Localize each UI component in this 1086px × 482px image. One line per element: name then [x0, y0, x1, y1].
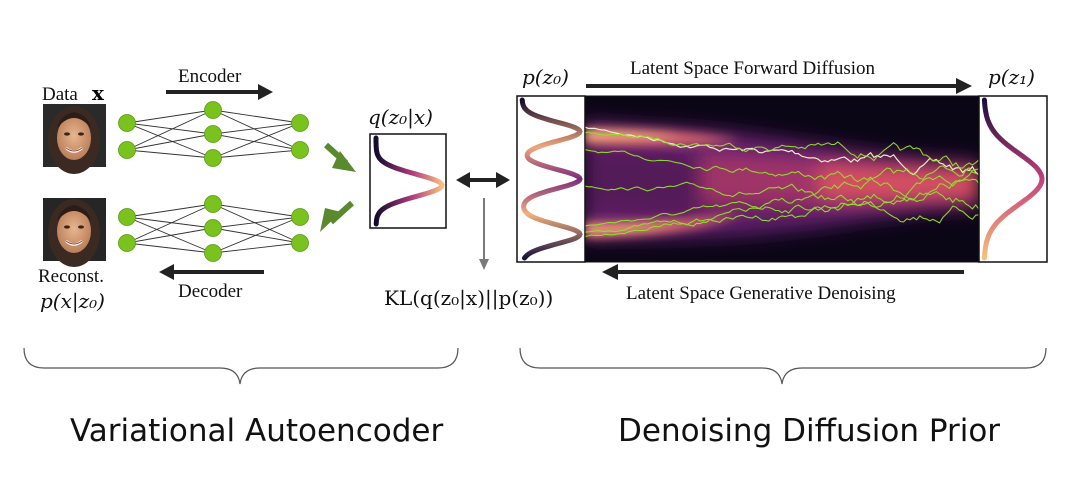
network-edge: [126, 133, 214, 151]
network-edge: [126, 203, 214, 218]
network-node: [291, 114, 309, 132]
posterior-label: q(z₀|x): [368, 105, 433, 130]
vae-section: Data x Encoder: [38, 66, 447, 314]
network-node: [204, 195, 222, 213]
network-edge: [212, 227, 301, 244]
network-edge: [126, 149, 214, 159]
network-node: [204, 149, 222, 167]
network-node: [118, 141, 136, 159]
network-node: [118, 234, 136, 252]
network-edge: [126, 242, 214, 254]
network-node: [118, 208, 136, 226]
network-edge: [126, 203, 214, 244]
reconst-label: Reconst.: [38, 266, 104, 287]
network-node: [204, 244, 222, 262]
network-edge: [212, 203, 301, 244]
green-arrow-to-decoder: [320, 200, 355, 232]
forward-diffusion-label: Latent Space Forward Diffusion: [630, 58, 876, 79]
network-edge: [212, 216, 301, 229]
trajectory-line: [585, 126, 979, 176]
network-node: [291, 208, 309, 226]
prior-right-label: p(z₁): [988, 65, 1035, 89]
diffusion-section: p(z₀) p(z₁) Latent Space Forward Diffusi…: [516, 58, 1048, 304]
trajectory-line: [585, 131, 979, 169]
network-node: [204, 219, 222, 237]
trajectory-line: [585, 165, 979, 238]
diffusion-section-title: Denoising Diffusion Prior: [618, 413, 1000, 449]
decoder-label: Decoder: [178, 281, 243, 302]
prior-right-plot: [978, 95, 1048, 263]
network-edge: [212, 109, 301, 124]
kl-connector: KL(q(z₀|x)||p(z₀)): [384, 172, 553, 311]
data-label: Data: [42, 84, 78, 105]
network-node: [204, 125, 222, 143]
network-edge: [212, 122, 301, 135]
network-edge: [126, 227, 214, 244]
reverse-denoising-label: Latent Space Generative Denoising: [626, 283, 896, 304]
network-edge: [212, 133, 301, 151]
network-edge: [212, 216, 301, 254]
network-node: [291, 234, 309, 252]
prior-left-label: p(z₀): [522, 65, 569, 89]
decoder-network: [118, 195, 309, 262]
vae-section-title: Variational Autoencoder: [70, 413, 443, 449]
trajectory-line: [585, 149, 979, 210]
output-face-image: [43, 198, 106, 267]
trajectory-line: [585, 175, 979, 233]
network-node: [118, 114, 136, 132]
prior-left-plot: [516, 95, 586, 263]
network-edge: [126, 109, 214, 151]
network-node: [204, 101, 222, 119]
input-face-image: [43, 104, 106, 174]
forward-arrow: [586, 78, 972, 94]
decoder-arrow: [159, 264, 264, 280]
reconst-math: p(x|z₀): [40, 289, 105, 314]
posterior-plot: [369, 133, 447, 229]
network-edge: [126, 216, 214, 254]
trajectory-line: [585, 181, 979, 224]
kl-down-arrow: [479, 198, 489, 270]
network-edge: [126, 122, 214, 135]
vae-brace: [23, 347, 459, 385]
bidirectional-arrow: [456, 172, 510, 188]
network-edge: [212, 122, 301, 159]
encoder-arrow: [166, 84, 273, 100]
network-edge: [212, 203, 301, 218]
network-edge: [212, 149, 301, 159]
reverse-arrow: [602, 264, 964, 280]
diffusion-heatmap: [585, 96, 979, 262]
network-edge: [126, 109, 214, 124]
green-arrow-to-posterior: [323, 142, 356, 172]
network-node: [291, 141, 309, 159]
encoder-network: [118, 101, 309, 167]
network-edge: [212, 109, 301, 151]
trajectory-line: [585, 168, 979, 227]
kl-label: KL(q(z₀|x)||p(z₀)): [384, 286, 553, 311]
network-edge: [126, 122, 214, 159]
network-edge: [126, 216, 214, 229]
data-symbol: x: [92, 81, 105, 105]
network-edge: [212, 242, 301, 254]
diffusion-trajectories: [585, 126, 979, 238]
diffusion-brace: [519, 347, 1047, 385]
encoder-label: Encoder: [178, 66, 242, 87]
